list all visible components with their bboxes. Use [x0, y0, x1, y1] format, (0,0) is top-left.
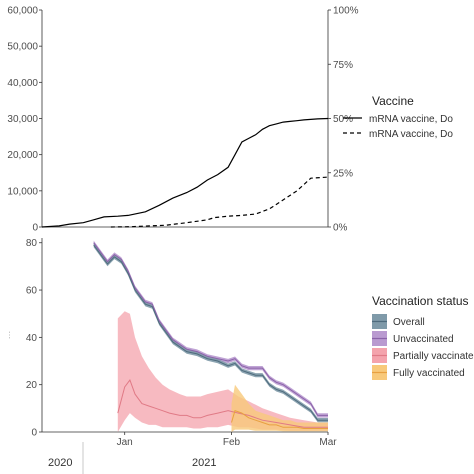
- top-panel: 0 10,000 20,000 30,000 40,000 50,000 60,000 0%…: [7, 6, 358, 234]
- top-left-ticks: 0 10,000 20,000 30,000 40,000 50,000 60,000: [7, 6, 42, 234]
- bottom-left-ticks: 0 20 40 60 80: [26, 238, 42, 439]
- top-left-tick-label: 50,000: [7, 42, 38, 53]
- bottom-left-tick-label: 0: [31, 428, 37, 439]
- overall-rate-line: [93, 244, 328, 421]
- status-legend-title: Vaccination status: [372, 294, 469, 308]
- top-left-tick-label: 20,000: [7, 150, 38, 161]
- dose1-cumulative-line: [41, 117, 329, 228]
- top-right-tick-label: 100%: [333, 6, 359, 17]
- x-tick-label: Jan: [117, 437, 133, 448]
- top-left-tick-label: 10,000: [7, 186, 38, 197]
- dose2-cumulative-line: [110, 176, 329, 228]
- top-series: [41, 117, 329, 228]
- top-left-tick-label: 30,000: [7, 114, 38, 125]
- top-right-tick-label: 75%: [333, 60, 353, 71]
- top-left-tick-label: 0: [32, 223, 38, 234]
- top-right-tick-label: 50%: [333, 114, 353, 125]
- legend-label-fully: Fully vaccinated: [393, 368, 465, 379]
- bottom-left-tick-label: 60: [26, 286, 38, 297]
- vaccine-legend: Vaccine mRNA vaccine, Do mRNA vaccine, D…: [343, 94, 453, 140]
- x-tick-label: Feb: [223, 437, 241, 448]
- bottom-y-axis-label: …: [2, 331, 12, 340]
- status-legend-items: Overall Unvaccinated Partially vaccinated F…: [372, 314, 474, 380]
- bottom-panel: … 0 20 40 60 80 Jan Feb Mar 2020 2021: [2, 238, 337, 474]
- bottom-left-tick-label: 40: [26, 333, 38, 344]
- vaccination-status-legend: Vaccination status Overall Unvaccinated Pa…: [372, 294, 474, 380]
- year-label-2021: 2021: [192, 457, 216, 469]
- legend-label-overall: Overall: [393, 317, 425, 328]
- bottom-left-tick-label: 80: [26, 238, 38, 249]
- unvaccinated-rate-line: [93, 242, 328, 416]
- top-left-tick-label: 60,000: [7, 6, 38, 17]
- x-axis-ticks: Jan Feb Mar: [117, 432, 337, 448]
- top-left-tick-label: 40,000: [7, 78, 38, 89]
- fully-rate-line: [231, 410, 328, 429]
- bottom-series: [93, 240, 328, 432]
- legend-label-unvaccinated: Unvaccinated: [393, 334, 454, 345]
- overall-ci-band: [93, 243, 328, 423]
- legend-label-dashed: mRNA vaccine, Do: [369, 129, 453, 140]
- vaccine-legend-title: Vaccine: [372, 94, 414, 108]
- top-right-ticks: 0% 25% 50% 75% 100%: [328, 6, 359, 234]
- partial-rate-line: [117, 378, 328, 428]
- year-label-2020: 2020: [48, 457, 72, 469]
- top-right-tick-label: 0%: [333, 223, 348, 234]
- top-right-tick-label: 25%: [333, 168, 353, 179]
- legend-label-partial: Partially vaccinated: [393, 351, 474, 362]
- legend-label-solid: mRNA vaccine, Do: [369, 114, 453, 125]
- partial-ci-band: [117, 311, 328, 432]
- bottom-left-tick-label: 20: [26, 380, 38, 391]
- x-tick-label: Mar: [319, 437, 337, 448]
